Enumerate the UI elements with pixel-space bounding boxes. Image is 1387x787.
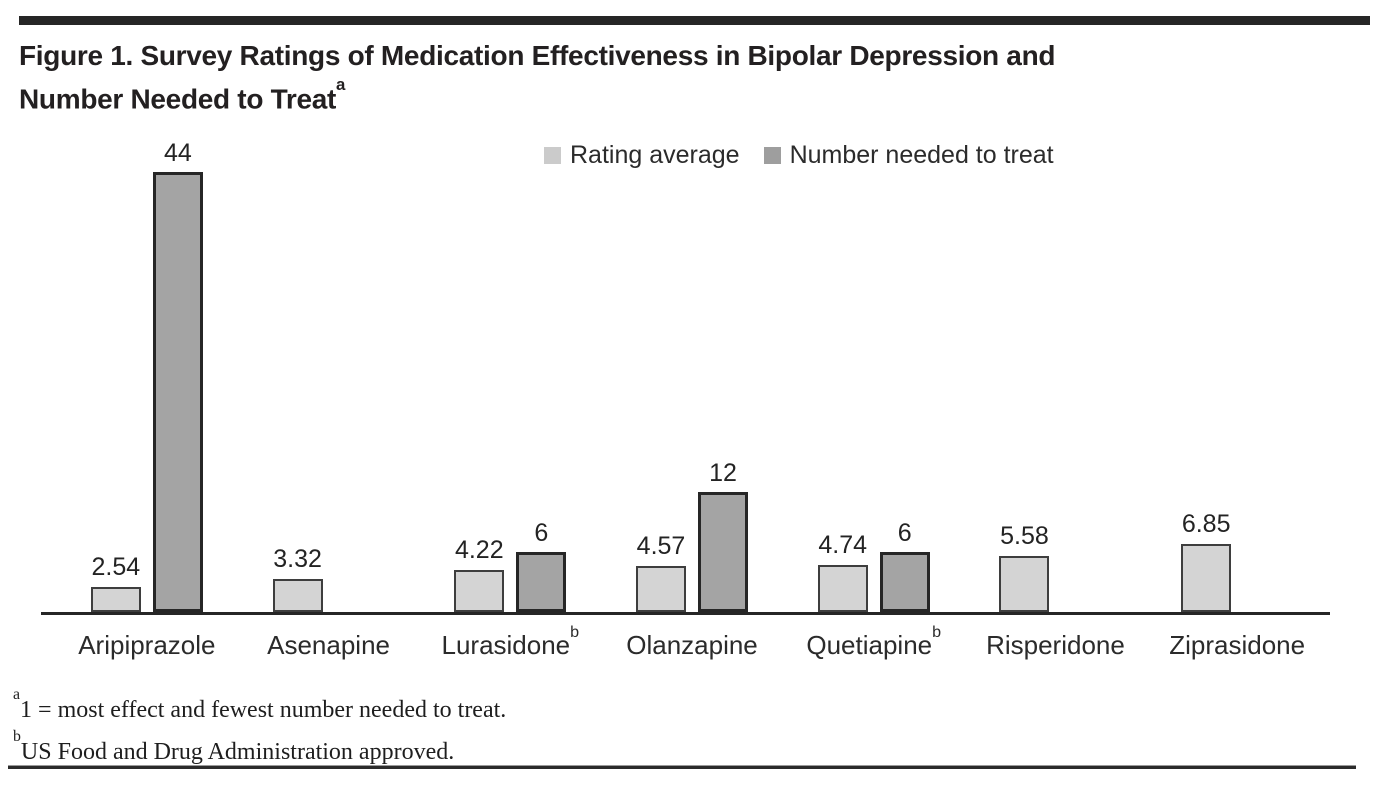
rating-average-bar-aripiprazole: 2.54 bbox=[90, 553, 141, 612]
x-axis-line bbox=[41, 612, 1330, 615]
rating-average-bar-asenapine: 3.32 bbox=[272, 545, 323, 612]
legend-label-rating-average: Rating average bbox=[570, 141, 740, 169]
bar-group-quetiapine: 4.74 6 bbox=[783, 160, 965, 612]
bar-group-aripiprazole: 2.54 44 bbox=[56, 139, 238, 612]
nnt-bar-olanzapine: 12 bbox=[698, 459, 749, 612]
rating-average-bar-risperidone: 5.58 bbox=[999, 522, 1050, 612]
legend-item-number-needed-to-treat: Number needed to treat bbox=[763, 141, 1054, 170]
footnote-b: bUS Food and Drug Administration approve… bbox=[13, 728, 506, 770]
bar-value-label-lurasidone-rating: 4.22 bbox=[454, 535, 504, 564]
rating-average-bar-ziprasidone: 6.85 bbox=[1181, 510, 1232, 612]
legend-swatch-number-needed-to-treat-icon bbox=[763, 147, 781, 164]
bar-value-label-aripiprazole-rating: 2.54 bbox=[91, 552, 141, 581]
footnote-a-text: 1 = most effect and fewest number needed… bbox=[20, 697, 507, 723]
footnotes: a1 = most effect and fewest number neede… bbox=[13, 686, 506, 770]
legend-swatch-rating-average-icon bbox=[544, 147, 561, 164]
legend-item-rating-average: Rating average bbox=[544, 141, 740, 170]
rating-average-bar-quetiapine: 4.74 bbox=[817, 531, 868, 612]
bar-value-label-risperidone-rating: 5.58 bbox=[1000, 522, 1049, 551]
figure-title-line2: Number Needed to Treat bbox=[19, 83, 337, 115]
footnote-a: a1 = most effect and fewest number neede… bbox=[13, 686, 506, 728]
bar-group-ziprasidone: 6.85 bbox=[1146, 160, 1328, 612]
bar-value-label-quetiapine-nnt: 6 bbox=[897, 519, 912, 547]
bar-group-olanzapine: 4.57 12 bbox=[601, 160, 783, 612]
nnt-bar-aripiprazole: 44 bbox=[152, 139, 203, 612]
figure-top-rule bbox=[19, 16, 1370, 25]
footnote-b-marker: b bbox=[13, 728, 21, 746]
category-label-lurasidone: Lurasidoneb bbox=[441, 623, 580, 660]
bar-value-label-olanzapine-nnt: 12 bbox=[709, 459, 737, 487]
legend-label-number-needed-to-treat: Number needed to treat bbox=[789, 141, 1054, 169]
chart-legend: Rating average Number needed to treat bbox=[544, 141, 1054, 170]
bar-value-label-olanzapine-rating: 4.57 bbox=[636, 532, 686, 561]
figure-title: Figure 1. Survey Ratings of Medication E… bbox=[19, 37, 1055, 117]
category-label-aripiprazole: Aripiprazole bbox=[78, 630, 216, 660]
footnote-a-marker: a bbox=[13, 686, 21, 704]
rating-average-bar-olanzapine: 4.57 bbox=[636, 532, 687, 612]
bar-value-label-aripiprazole-nnt: 44 bbox=[163, 139, 192, 167]
category-superscript-quetiapine: b bbox=[932, 623, 942, 642]
bar-group-risperidone: 5.58 bbox=[965, 160, 1147, 612]
nnt-bar-quetiapine: 6 bbox=[879, 519, 930, 612]
bar-value-label-ziprasidone-rating: 6.85 bbox=[1181, 509, 1231, 538]
bar-chart-plot-area: 2.54 44 3.32 4.22 6 4.57 12 4.74 6 5.58 6.85 bbox=[56, 139, 1328, 612]
category-label-olanzapine: Olanzapine bbox=[626, 630, 758, 660]
bar-value-label-quetiapine-rating: 4.74 bbox=[818, 530, 868, 559]
rating-average-bar-lurasidone: 4.22 bbox=[454, 536, 505, 612]
category-axis-labels: Aripiprazole Asenapine Lurasidoneb Olanzapi… bbox=[56, 623, 1328, 661]
category-label-ziprasidone: Ziprasidone bbox=[1169, 630, 1306, 660]
category-label-quetiapine: Quetiapineb bbox=[806, 623, 942, 660]
nnt-bar-lurasidone: 6 bbox=[516, 519, 567, 612]
bar-group-lurasidone: 4.22 6 bbox=[419, 160, 601, 612]
figure-title-superscript: a bbox=[336, 74, 346, 94]
category-label-asenapine: Asenapine bbox=[267, 630, 391, 660]
figure-title-line1: Figure 1. Survey Ratings of Medication E… bbox=[19, 40, 1056, 71]
bar-group-asenapine: 3.32 bbox=[238, 160, 420, 612]
category-superscript-lurasidone: b bbox=[570, 623, 580, 642]
figure-bottom-rule bbox=[8, 765, 1356, 769]
bar-value-label-asenapine-rating: 3.32 bbox=[273, 544, 322, 573]
bar-value-label-lurasidone-nnt: 6 bbox=[534, 519, 549, 547]
footnote-b-text: US Food and Drug Administration approved… bbox=[20, 739, 455, 765]
category-label-risperidone: Risperidone bbox=[986, 630, 1125, 660]
